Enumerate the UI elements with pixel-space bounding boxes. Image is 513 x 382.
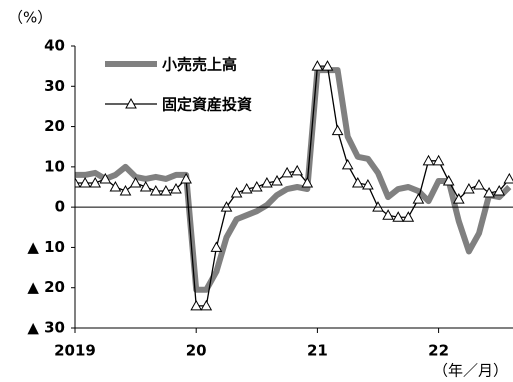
point-marker <box>463 182 475 194</box>
y-tick-label: 40 <box>44 37 65 55</box>
point-marker <box>432 154 445 166</box>
point-marker <box>250 180 263 192</box>
x-tick-label: 20 <box>186 342 207 360</box>
legend-marker <box>125 97 137 109</box>
point-marker <box>210 241 223 252</box>
point-marker <box>109 180 122 192</box>
point-marker <box>170 182 182 194</box>
point-marker <box>79 176 91 188</box>
x-tick-label: 21 <box>307 342 328 360</box>
point-marker <box>301 176 314 188</box>
point-marker <box>139 180 152 192</box>
x-tick-label: 22 <box>428 342 449 360</box>
y-tick-label: 20 <box>44 117 65 135</box>
point-marker <box>442 174 455 186</box>
point-marker <box>271 174 283 186</box>
point-marker <box>261 176 273 188</box>
point-marker <box>503 172 513 184</box>
point-marker <box>200 299 213 311</box>
point-marker <box>160 184 172 196</box>
point-marker <box>341 158 354 170</box>
point-marker <box>321 60 334 71</box>
y-tick-label: ▲ 10 <box>27 238 65 256</box>
point-marker <box>99 172 112 184</box>
point-marker <box>281 166 293 178</box>
point-marker <box>291 164 304 176</box>
point-marker <box>493 184 506 196</box>
point-marker <box>473 178 485 190</box>
point-marker <box>129 176 142 188</box>
point-marker <box>483 187 495 198</box>
point-marker <box>311 60 324 71</box>
y-tick-label: 30 <box>44 77 65 95</box>
y-tick-label: 10 <box>44 157 65 175</box>
legend-label: 小売売上高 <box>162 56 237 74</box>
point-marker <box>240 182 253 194</box>
point-marker <box>402 211 415 222</box>
plot-area <box>75 60 513 311</box>
series-line <box>75 67 512 293</box>
point-marker <box>382 209 394 220</box>
y-tick-label: ▲ 30 <box>27 319 65 337</box>
point-marker <box>75 176 81 188</box>
point-marker <box>452 193 465 204</box>
point-marker <box>351 176 364 188</box>
y-tick-label: 0 <box>55 198 65 216</box>
point-marker <box>422 154 435 166</box>
point-marker <box>362 178 374 190</box>
point-marker <box>392 211 405 222</box>
point-marker <box>230 187 243 198</box>
x-axis-label: （年／月） <box>433 362 508 380</box>
point-marker <box>190 299 203 311</box>
x-tick-label: 2019 <box>54 342 96 360</box>
y-tick-label: ▲ 20 <box>27 278 65 296</box>
point-marker <box>89 176 102 188</box>
point-marker <box>180 172 192 184</box>
y-axis-label: （%） <box>8 9 52 27</box>
point-marker <box>119 184 132 196</box>
point-marker <box>149 184 162 196</box>
legend-label: 固定資産投資 <box>162 96 252 114</box>
point-marker <box>331 124 344 136</box>
point-marker <box>412 193 425 204</box>
